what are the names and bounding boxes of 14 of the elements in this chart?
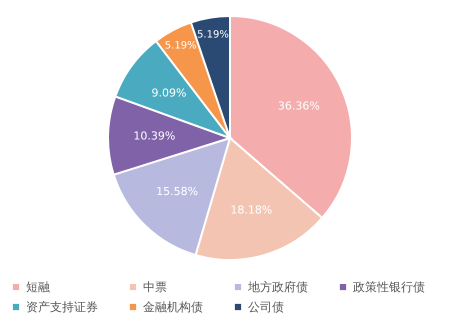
legend-label: 短融 xyxy=(26,280,50,294)
data-label: 18.18% xyxy=(230,204,272,217)
data-label: 9.09% xyxy=(152,86,186,100)
data-label: 5.19% xyxy=(164,40,197,52)
legend-label: 中票 xyxy=(143,280,167,294)
legend-label: 金融机构债 xyxy=(143,300,203,314)
legend-label: 资产支持证券 xyxy=(26,300,98,314)
data-label: 5.19% xyxy=(197,29,229,40)
legend-label: 地方政府债 xyxy=(247,280,308,294)
legend-label: 公司债 xyxy=(248,300,284,314)
data-label: 15.58% xyxy=(156,185,198,198)
data-label: 36.36% xyxy=(278,100,320,113)
data-label: 10.39% xyxy=(133,129,176,142)
legend-label: 政策性银行债 xyxy=(353,280,425,294)
